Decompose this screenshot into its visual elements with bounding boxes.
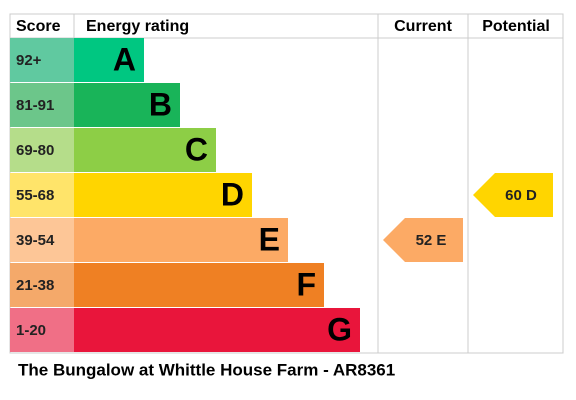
score-header: Score (16, 18, 61, 35)
rating-letter: A (113, 41, 136, 77)
rating-letter: C (185, 131, 208, 167)
rating-letter: B (149, 86, 172, 122)
score-cell (10, 38, 74, 82)
score-cell (10, 128, 74, 172)
potential-rating: D (526, 187, 537, 204)
score-cell (10, 173, 74, 217)
current-arrow (383, 218, 463, 262)
score-cell (10, 218, 74, 262)
current-score: 52 (416, 232, 433, 249)
score-label: 39-54 (16, 232, 55, 249)
rating-bar (74, 263, 324, 307)
rating-bar (74, 83, 180, 127)
current-label: 52 E (416, 232, 447, 249)
score-label: 69-80 (16, 142, 54, 159)
rating-header: Energy rating (86, 18, 189, 35)
rating-letter: E (259, 221, 280, 257)
score-cell (10, 83, 74, 127)
rating-bar (74, 308, 360, 352)
potential-header: Potential (482, 18, 550, 35)
footer: The Bungalow at Whittle House Farm - AR8… (18, 360, 395, 379)
rating-bar (74, 38, 144, 82)
current-header: Current (394, 18, 452, 35)
score-label: 21-38 (16, 277, 54, 294)
rating-letter: G (327, 311, 352, 347)
rating-letter: F (296, 266, 316, 302)
potential-score: 60 (505, 187, 522, 204)
score-label: 55-68 (16, 187, 54, 204)
potential-label: 60 D (505, 187, 537, 204)
score-label: 1-20 (16, 322, 46, 339)
rating-bar (74, 128, 216, 172)
potential-arrow (473, 173, 553, 217)
current-rating: E (436, 232, 446, 249)
rating-letter: D (221, 176, 244, 212)
score-cell (10, 308, 74, 352)
score-cell (10, 263, 74, 307)
score-label: 81-91 (16, 97, 54, 114)
rating-bar (74, 173, 252, 217)
rating-bar (74, 218, 288, 262)
score-label: 92+ (16, 52, 42, 69)
